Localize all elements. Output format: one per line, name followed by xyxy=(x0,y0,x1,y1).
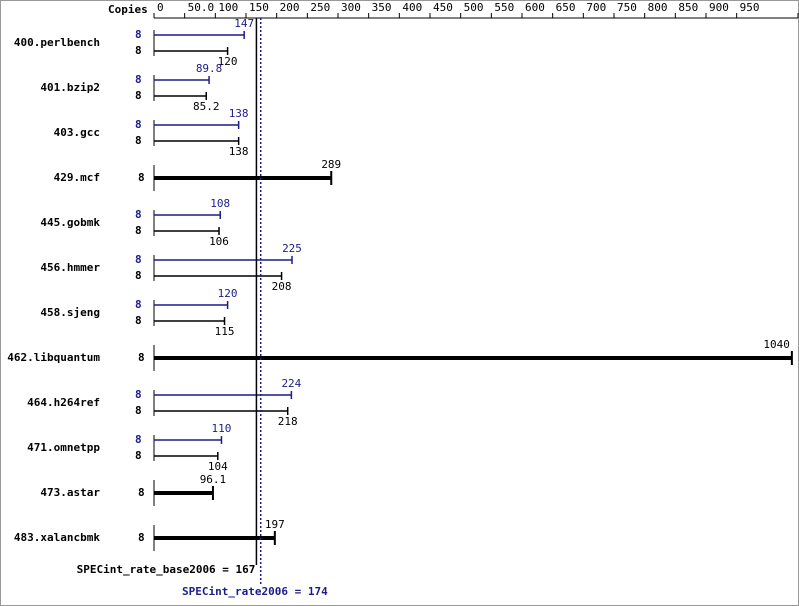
benchmark-label: 401.bzip2 xyxy=(40,81,100,94)
x-tick-label: 0 xyxy=(157,1,164,14)
x-tick-label: 650 xyxy=(556,1,576,14)
value-label: 218 xyxy=(278,415,298,428)
copies: 8 xyxy=(135,224,142,237)
x-tick-label: 300 xyxy=(341,1,361,14)
value-label: 85.2 xyxy=(193,100,220,113)
x-tick-label: 600 xyxy=(525,1,545,14)
x-tick-label: 200 xyxy=(280,1,300,14)
value-label: 289 xyxy=(321,158,341,171)
copies: 8 xyxy=(135,298,142,311)
copies: 8 xyxy=(135,388,142,401)
copies: 8 xyxy=(135,118,142,131)
value-label: 1040 xyxy=(763,338,790,351)
benchmark-label: 456.hmmer xyxy=(40,261,100,274)
copies: 8 xyxy=(135,73,142,86)
value-label: 208 xyxy=(272,280,292,293)
copies: 8 xyxy=(135,28,142,41)
benchmark-label: 483.xalancbmk xyxy=(14,531,100,544)
benchmark-label: 473.astar xyxy=(40,486,100,499)
value-label: 120 xyxy=(218,287,238,300)
value-label: 110 xyxy=(212,422,232,435)
x-tick-label: 150 xyxy=(249,1,269,14)
copies: 8 xyxy=(138,351,145,364)
copies: 8 xyxy=(138,486,145,499)
copies: 8 xyxy=(138,171,145,184)
copies: 8 xyxy=(135,208,142,221)
x-tick-label: 500 xyxy=(464,1,484,14)
x-tick-label: 350 xyxy=(372,1,392,14)
x-tick-label: 700 xyxy=(586,1,606,14)
benchmark-label: 464.h264ref xyxy=(27,396,100,409)
benchmark-label: 462.libquantum xyxy=(7,351,100,364)
value-label: 225 xyxy=(282,242,302,255)
benchmark-label: 445.gobmk xyxy=(40,216,100,229)
benchmark-label: 403.gcc xyxy=(54,126,100,139)
benchmark-label: 429.mcf xyxy=(54,171,100,184)
copies: 8 xyxy=(135,314,142,327)
x-tick-label: 850 xyxy=(678,1,698,14)
value-label: 106 xyxy=(209,235,229,248)
copies: 8 xyxy=(135,253,142,266)
copies: 8 xyxy=(135,433,142,446)
value-label: 197 xyxy=(265,518,285,531)
benchmark-label: 471.omnetpp xyxy=(27,441,100,454)
copies: 8 xyxy=(135,44,142,57)
copies: 8 xyxy=(135,89,142,102)
copies: 8 xyxy=(138,531,145,544)
x-tick-label: 750 xyxy=(617,1,637,14)
copies: 8 xyxy=(135,269,142,282)
value-label: 89.8 xyxy=(196,62,223,75)
value-label: 120 xyxy=(218,55,238,68)
x-tick-label: 550 xyxy=(494,1,514,14)
benchmark-label: 458.sjeng xyxy=(40,306,100,319)
x-tick-label: 950 xyxy=(740,1,760,14)
x-tick-label: 800 xyxy=(648,1,668,14)
x-tick-label: 400 xyxy=(402,1,422,14)
benchmark-label: 400.perlbench xyxy=(14,36,100,49)
value-label: 224 xyxy=(281,377,301,390)
x-tick-label: 900 xyxy=(709,1,729,14)
value-label: 147 xyxy=(234,17,254,30)
x-tick-label: 100 xyxy=(218,1,238,14)
copies: 8 xyxy=(135,134,142,147)
x-tick-label: 250 xyxy=(310,1,330,14)
copies-header: Copies xyxy=(108,3,148,16)
value-label: 108 xyxy=(210,197,230,210)
reference-label: SPECint_rate2006 = 174 xyxy=(182,585,328,598)
value-label: 115 xyxy=(215,325,235,338)
x-tick-label: 50.0 xyxy=(188,1,215,14)
value-label: 104 xyxy=(208,460,228,473)
copies: 8 xyxy=(135,449,142,462)
value-label: 96.1 xyxy=(200,473,227,486)
x-tick-label: 450 xyxy=(433,1,453,14)
reference-label: SPECint_rate_base2006 = 167 xyxy=(77,563,256,576)
value-label: 138 xyxy=(229,145,249,158)
copies: 8 xyxy=(135,404,142,417)
value-label: 138 xyxy=(229,107,249,120)
